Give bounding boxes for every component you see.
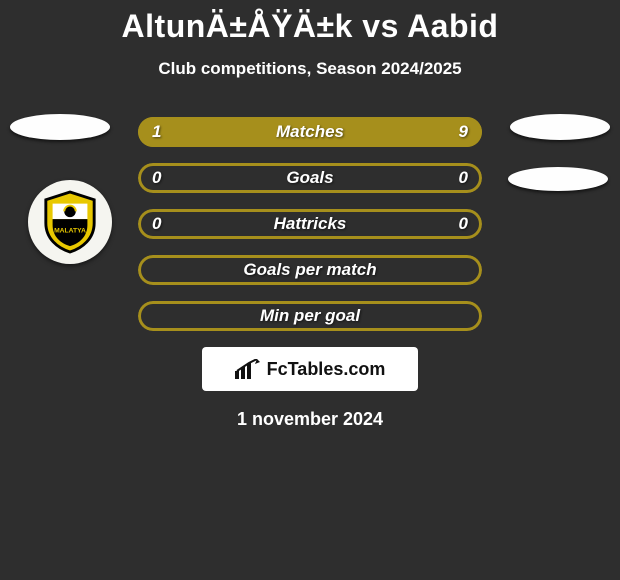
bar-label: Matches <box>138 117 482 147</box>
comparison-area: MALATYA Matches19Goals00Hattricks00Goals… <box>0 117 620 430</box>
bar-label: Min per goal <box>138 301 482 331</box>
player-left-placeholder-ellipse <box>10 114 110 140</box>
badge-text: MALATYA <box>54 228 86 235</box>
brand-text: FcTables.com <box>267 359 386 380</box>
season-subtitle: Club competitions, Season 2024/2025 <box>0 59 620 79</box>
bar-label: Goals <box>138 163 482 193</box>
bar-value-right: 0 <box>459 163 468 193</box>
brand-box: FcTables.com <box>202 347 418 391</box>
bar-value-right: 9 <box>459 117 468 147</box>
malatya-shield-icon: MALATYA <box>41 190 99 254</box>
bar-value-left: 0 <box>152 163 161 193</box>
club-left-badge: MALATYA <box>28 180 112 264</box>
fctables-logo-icon <box>235 359 261 379</box>
bar-label: Goals per match <box>138 255 482 285</box>
bar-value-left: 0 <box>152 209 161 239</box>
date-text: 1 november 2024 <box>0 409 620 430</box>
bar-value-left: 1 <box>152 117 161 147</box>
stat-bars-container: Matches19Goals00Hattricks00Goals per mat… <box>138 117 482 331</box>
stat-bar-matches: Matches1 9 <box>138 117 482 147</box>
player-right-placeholder-ellipse <box>510 114 610 140</box>
stat-bar-goals: Goals0 0 <box>138 163 482 193</box>
club-right-placeholder-ellipse <box>508 167 608 191</box>
stat-bar-goals-per-match: Goals per match <box>138 255 482 285</box>
bar-value-right: 0 <box>459 209 468 239</box>
page-title: AltunÄ±ÅŸÄ±k vs Aabid <box>0 0 620 45</box>
stat-bar-hattricks: Hattricks0 0 <box>138 209 482 239</box>
stat-bar-min-per-goal: Min per goal <box>138 301 482 331</box>
bar-label: Hattricks <box>138 209 482 239</box>
